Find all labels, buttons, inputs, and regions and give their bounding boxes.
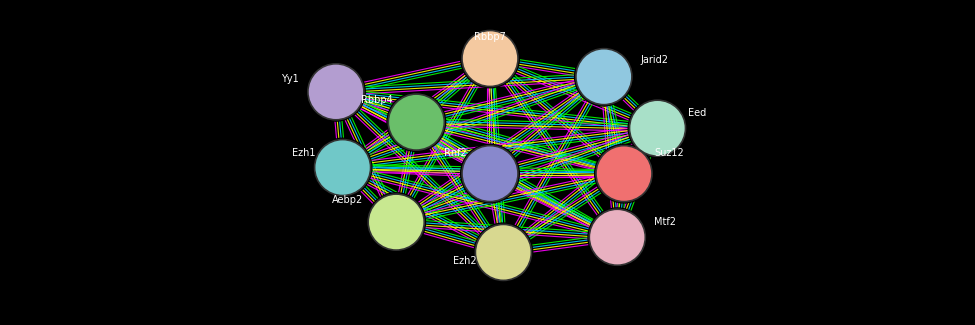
Ellipse shape: [388, 94, 445, 150]
Text: Yy1: Yy1: [282, 74, 299, 84]
Ellipse shape: [474, 222, 533, 282]
Ellipse shape: [630, 100, 685, 156]
Ellipse shape: [576, 49, 632, 105]
Text: Jarid2: Jarid2: [641, 55, 669, 65]
Text: Eed: Eed: [687, 108, 706, 118]
Ellipse shape: [313, 137, 372, 198]
Text: Aebp2: Aebp2: [332, 195, 363, 205]
Ellipse shape: [462, 146, 518, 202]
Text: Suz12: Suz12: [654, 149, 683, 159]
Ellipse shape: [462, 31, 518, 86]
Ellipse shape: [587, 207, 647, 267]
Ellipse shape: [589, 209, 645, 265]
Ellipse shape: [476, 224, 531, 280]
Text: Ezh2: Ezh2: [453, 256, 477, 266]
Ellipse shape: [628, 98, 687, 158]
Ellipse shape: [574, 47, 634, 107]
Ellipse shape: [367, 192, 426, 252]
Text: Rbbp4: Rbbp4: [361, 96, 393, 105]
Text: Rbbp7: Rbbp7: [474, 32, 506, 42]
Ellipse shape: [306, 62, 366, 122]
Ellipse shape: [369, 194, 424, 250]
Text: Rnf2: Rnf2: [444, 149, 467, 159]
Ellipse shape: [315, 139, 370, 196]
Ellipse shape: [386, 92, 447, 152]
Ellipse shape: [460, 144, 520, 204]
Ellipse shape: [460, 29, 520, 88]
Text: Mtf2: Mtf2: [654, 217, 676, 227]
Text: Ezh1: Ezh1: [292, 149, 316, 159]
Ellipse shape: [596, 146, 652, 202]
Ellipse shape: [594, 144, 654, 204]
Ellipse shape: [308, 64, 364, 120]
